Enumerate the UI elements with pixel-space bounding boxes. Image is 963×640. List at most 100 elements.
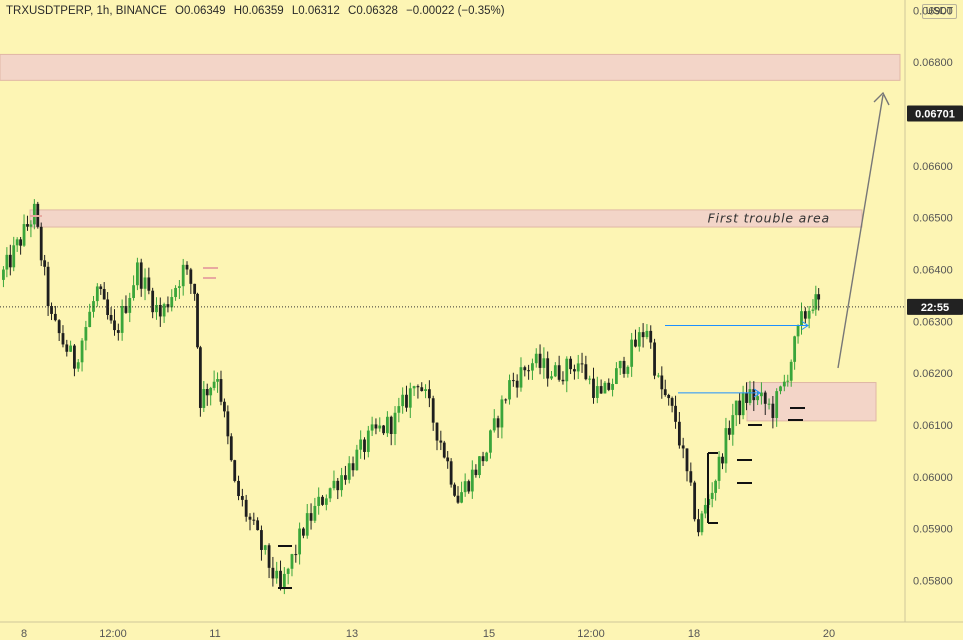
candle-body [260, 530, 263, 550]
candle-body [561, 379, 565, 382]
candle-body [212, 381, 216, 388]
candle-body [374, 424, 378, 429]
candle-body [416, 386, 420, 388]
candle-body [340, 475, 343, 491]
candle-body [618, 360, 622, 369]
zone-rect [0, 53, 901, 81]
candle-body [622, 360, 626, 374]
blue-arrow-head [753, 388, 761, 398]
candle-body [69, 345, 73, 352]
candle-body [789, 361, 793, 381]
candle-body [588, 378, 592, 380]
change-value: −0.00022 (−0.35%) [406, 5, 505, 17]
x-tick-label: 11 [209, 628, 220, 640]
candle-body [674, 405, 677, 422]
candle-body [412, 386, 416, 389]
candle-body [546, 358, 550, 379]
candle-body [408, 388, 412, 408]
candle-body [485, 452, 489, 462]
candle-body [370, 424, 374, 431]
candle-body [240, 496, 244, 500]
candle-body [302, 528, 305, 536]
currency-button[interactable]: USDT [921, 4, 957, 19]
candle-body [660, 375, 664, 390]
candle-body [317, 496, 321, 506]
candle-body [734, 400, 738, 416]
projection-arrow-head [873, 91, 890, 106]
candle-body [700, 513, 704, 533]
candle-body [46, 266, 50, 307]
candle-body [366, 430, 370, 452]
candle-body [99, 286, 103, 290]
candle-body [143, 277, 147, 289]
candle-body [136, 262, 139, 286]
candle-body [298, 528, 302, 555]
candle-body [470, 469, 474, 492]
candle-body [226, 411, 230, 437]
candle-body [714, 480, 718, 493]
price-tag [907, 298, 963, 315]
candle-body [442, 442, 446, 458]
candle-body [22, 224, 26, 246]
candle-body [599, 386, 603, 394]
x-tick-label: 12:00 [99, 628, 127, 640]
candle-body [65, 344, 69, 352]
candle-body [147, 277, 151, 291]
candle-body [803, 311, 807, 319]
candle-body [166, 304, 170, 308]
candle-body [727, 428, 731, 435]
candle-body [731, 415, 735, 435]
y-tick-label: 0.06000 [913, 472, 953, 484]
y-tick-label: 0.06500 [913, 213, 953, 225]
candle-body [779, 386, 782, 392]
candle-body [290, 554, 294, 569]
candle-body [189, 269, 193, 284]
candle-body [382, 425, 385, 434]
candle-body [162, 304, 166, 317]
candle-body [481, 456, 485, 462]
candle-body [527, 370, 531, 372]
candle-body [61, 333, 65, 345]
blue-arrow-head [801, 321, 809, 330]
candle-body [677, 421, 681, 446]
candle-body [174, 287, 177, 298]
x-tick-label: 12:00 [577, 628, 605, 640]
x-tick-label: 20 [823, 628, 835, 640]
candle-body [216, 379, 219, 382]
candle-body [229, 436, 233, 461]
candle-body [689, 471, 693, 483]
candle-body [205, 389, 209, 396]
candle-body [453, 484, 456, 496]
candle-body [209, 387, 213, 396]
candle-body [607, 382, 611, 390]
candle-body [401, 394, 405, 407]
candle-body [185, 264, 189, 270]
symbol-label: TRXUSDTPERP, 1h, BINANCE [6, 5, 167, 17]
candle-body [611, 383, 614, 390]
candle-body [378, 425, 382, 429]
candle-body [693, 482, 697, 520]
y-tick-label: 0.06100 [913, 420, 953, 432]
candle-body [359, 439, 363, 450]
candle-body [467, 481, 471, 492]
y-tick-label: 0.06900 [913, 5, 953, 17]
candle-body [460, 492, 463, 503]
candle-body [324, 498, 328, 505]
candle-body [786, 380, 790, 382]
candle-body [196, 293, 199, 348]
candle-body [649, 330, 653, 343]
candle-body [50, 306, 53, 314]
candle-body [263, 545, 267, 550]
candle-body [355, 449, 359, 471]
candle-body [19, 239, 23, 246]
candle-body [474, 469, 478, 476]
candle-body [456, 495, 460, 503]
price-tag-label: 22:55 [921, 302, 949, 314]
candle-body [95, 286, 99, 302]
candle-body [538, 353, 542, 368]
open-value: O0.06349 [175, 5, 226, 17]
candle-body [248, 516, 252, 520]
candle-body [282, 573, 286, 587]
x-tick-label: 18 [688, 628, 700, 640]
